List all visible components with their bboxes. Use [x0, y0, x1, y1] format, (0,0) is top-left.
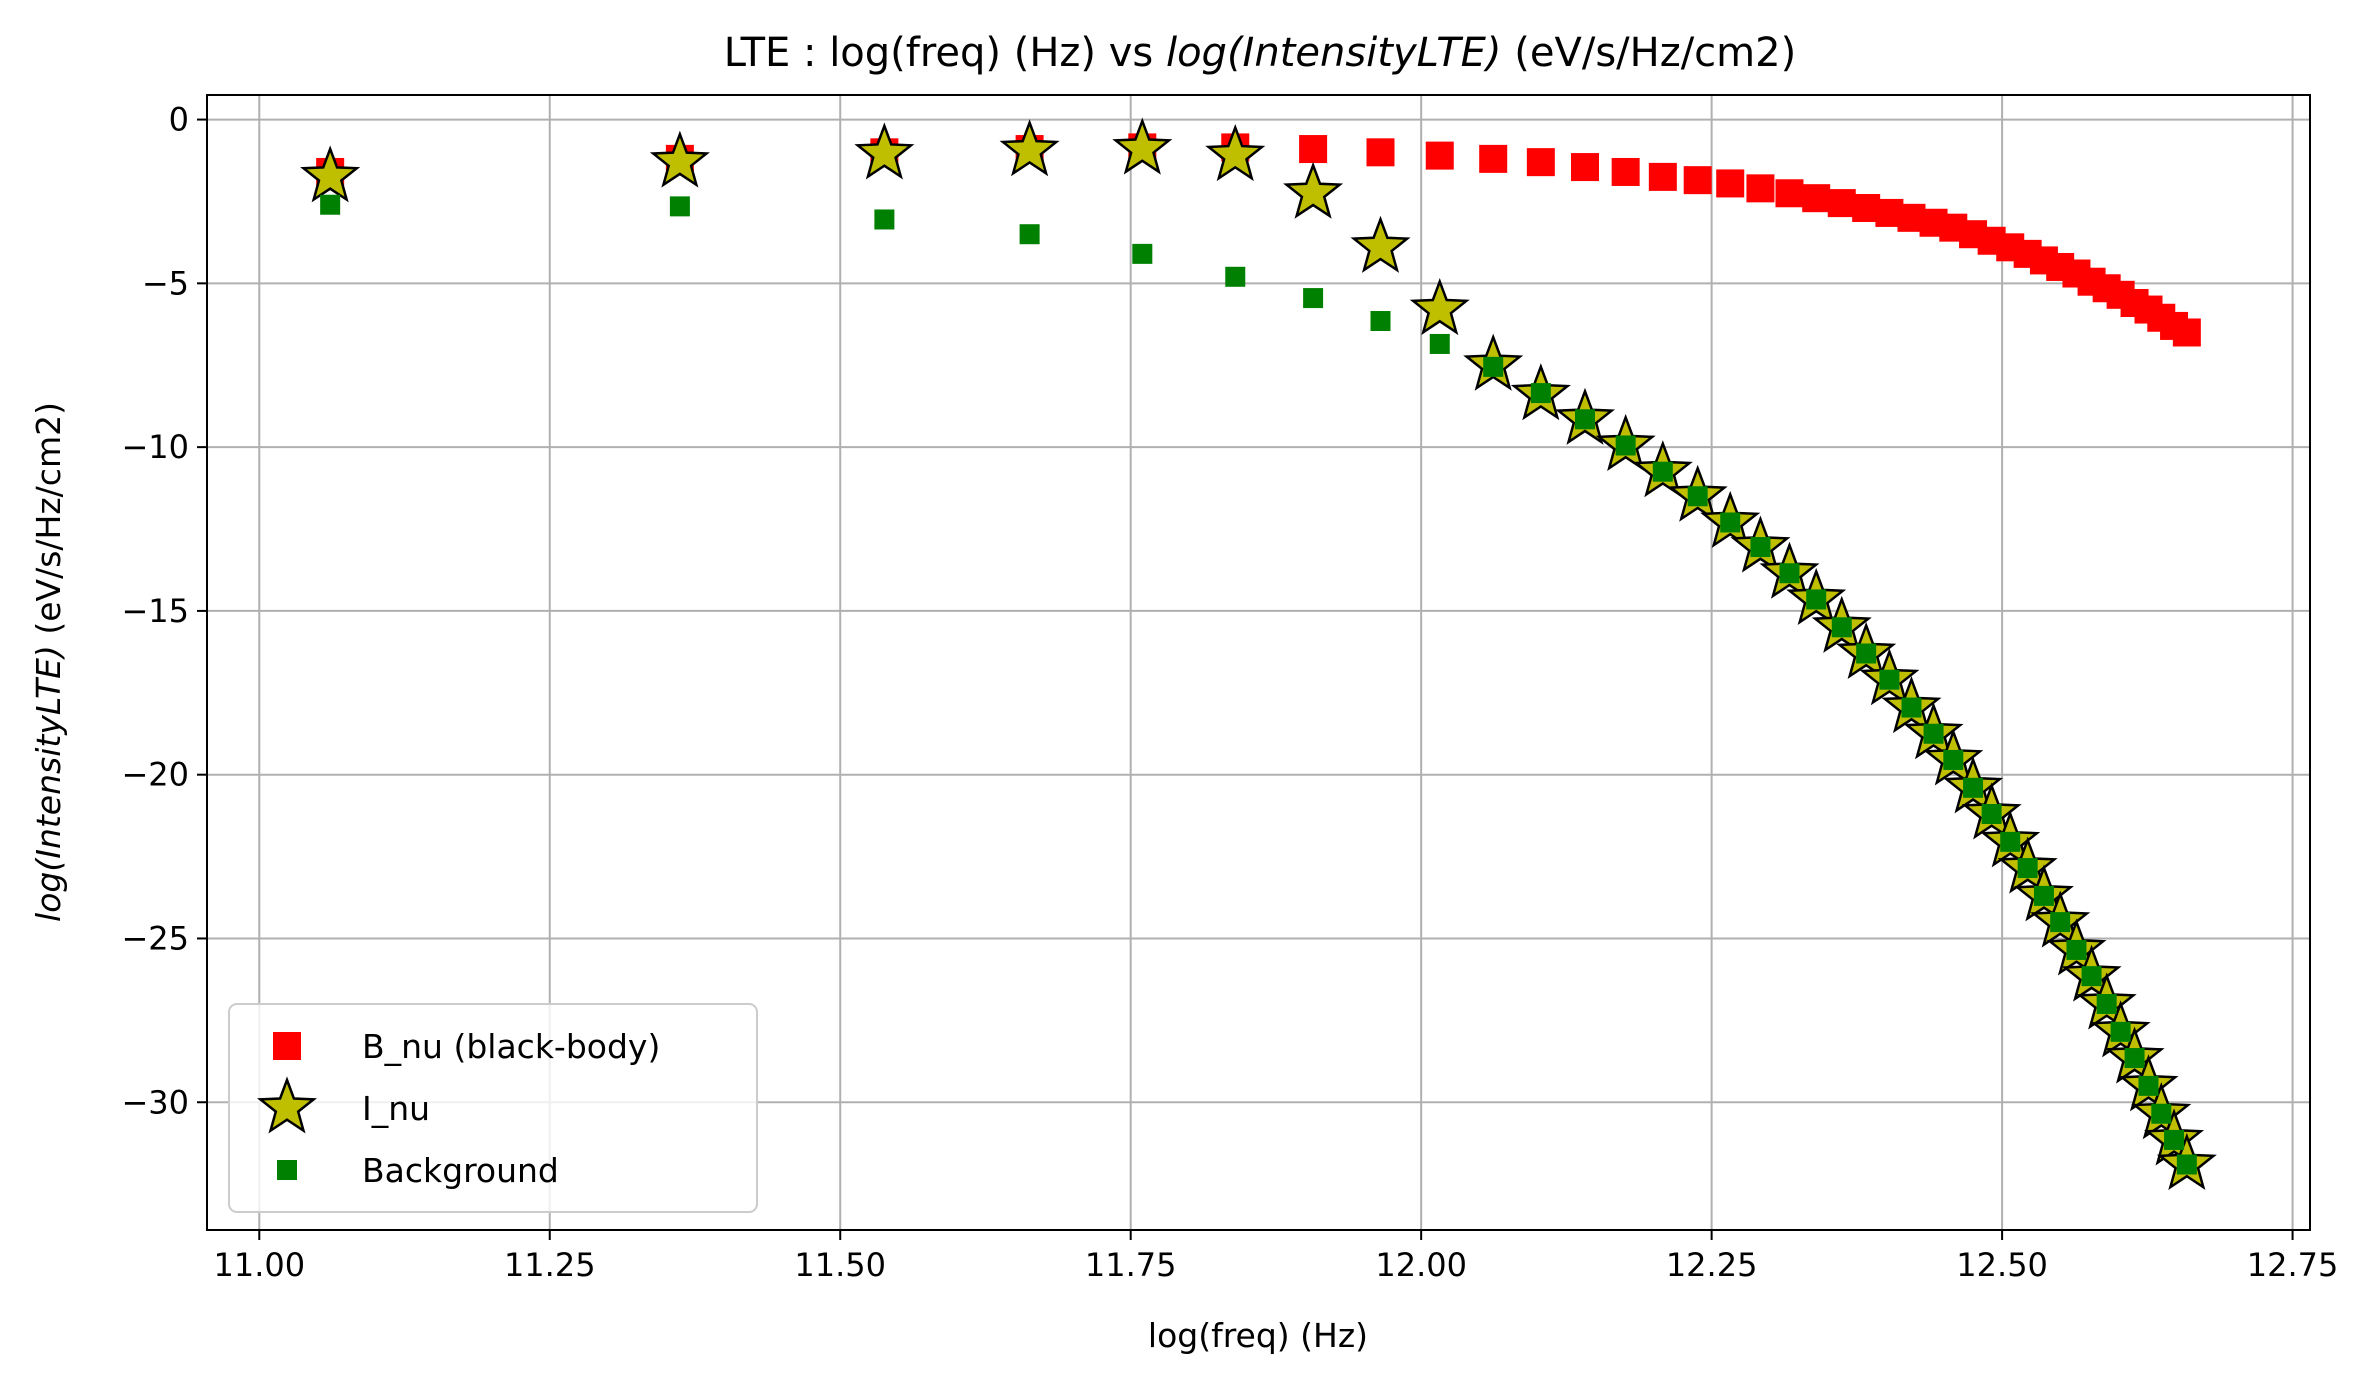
legend: B_nu (black-body) I_nu Background	[228, 1003, 758, 1213]
x-tick-label: 11.00	[213, 1246, 305, 1284]
background-point	[2110, 1021, 2131, 1042]
background-point	[1615, 435, 1636, 456]
bnu-point	[1425, 141, 1454, 170]
bnu-point	[1827, 189, 1856, 218]
x-axis-label: log(freq) (Hz)	[1148, 1316, 1368, 1355]
bnu-point	[1299, 135, 1328, 164]
axes-frame	[206, 94, 2311, 1231]
bnu-point	[2172, 318, 2201, 347]
bnu-point	[1802, 184, 1831, 213]
background-point	[2066, 939, 2087, 960]
bnu-point	[1366, 138, 1395, 167]
background-point	[1429, 333, 1450, 354]
legend-label: I_nu	[362, 1089, 430, 1128]
y-tick-label: 0	[169, 101, 189, 139]
background-point	[2124, 1048, 2145, 1069]
y-tick-label: −5	[142, 264, 189, 302]
x-axis-ticks: 11.00 11.25 11.50 11.75 12.00 12.25 12.50 12.75	[213, 1230, 2338, 1284]
background-point	[1652, 461, 1673, 482]
legend-label: Background	[362, 1151, 559, 1190]
inu-point	[1409, 277, 1470, 336]
y-tick-label: −30	[121, 1083, 189, 1121]
background-point	[669, 196, 690, 217]
x-tick-label: 11.25	[504, 1246, 596, 1284]
background-point	[2151, 1103, 2172, 1124]
x-tick-label: 12.50	[1956, 1246, 2048, 1284]
background-point	[1806, 589, 1827, 610]
background-point	[1225, 266, 1246, 287]
background-point	[2138, 1075, 2159, 1096]
background-point	[1303, 288, 1324, 309]
inu-point	[300, 145, 361, 203]
legend-marker	[277, 1160, 297, 1180]
inu-point	[1283, 161, 1344, 219]
legend-marker	[273, 1032, 301, 1060]
y-tick-label: −15	[121, 592, 189, 630]
x-tick-label: 12.00	[1375, 1246, 1467, 1284]
background-point	[1019, 224, 1040, 245]
legend-box	[228, 1003, 758, 1213]
y-tick-label: −10	[121, 428, 189, 466]
bnu-point	[1746, 174, 1775, 203]
series-3	[320, 194, 2197, 1175]
series-layer	[300, 117, 2217, 1191]
y-axis-ticks: 0 −5 −10 −15 −20 −25 −30	[121, 101, 207, 1121]
background-point	[2176, 1154, 2197, 1175]
x-tick-label: 12.25	[1666, 1246, 1758, 1284]
y-axis-label: log(IntensityLTE) (eV/s/Hz/cm2)	[29, 402, 68, 922]
bnu-point	[1479, 144, 1508, 173]
background-point	[1901, 697, 1922, 718]
background-point	[2017, 858, 2038, 879]
bnu-point	[1526, 148, 1555, 177]
bnu-point	[1716, 169, 1745, 198]
legend-label: B_nu (black-body)	[362, 1027, 660, 1066]
background-point	[2164, 1129, 2185, 1150]
background-point	[2096, 993, 2117, 1014]
background-point	[1750, 537, 1771, 558]
background-point	[1687, 486, 1708, 507]
background-point	[1831, 617, 1852, 638]
x-tick-label: 12.75	[2247, 1246, 2339, 1284]
inu-point	[649, 130, 710, 188]
background-point	[1720, 512, 1741, 533]
bnu-point	[1648, 162, 1677, 191]
background-point	[1370, 311, 1391, 332]
background-point	[1530, 383, 1551, 404]
inu-point	[854, 122, 915, 180]
chart-title: LTE : log(freq) (Hz) vs log(IntensityLTE…	[724, 30, 1796, 76]
background-point	[2081, 966, 2102, 987]
bnu-point	[1570, 153, 1599, 182]
background-point	[2033, 885, 2054, 906]
x-tick-label: 11.50	[794, 1246, 886, 1284]
inu-point	[1112, 117, 1173, 175]
background-point	[2000, 831, 2021, 852]
background-point	[1923, 723, 1944, 744]
background-point	[1879, 669, 1900, 690]
background-point	[1943, 749, 1964, 770]
background-point	[1483, 356, 1504, 377]
legend-marker	[256, 1076, 318, 1134]
background-point	[1779, 563, 1800, 584]
background-point	[1963, 777, 1984, 798]
background-point	[1981, 803, 2002, 824]
y-tick-label: −20	[121, 756, 189, 794]
background-point	[2050, 912, 2071, 933]
bnu-point	[1611, 157, 1640, 186]
y-tick-label: −25	[121, 919, 189, 957]
background-point	[1574, 409, 1595, 430]
inu-point	[1350, 215, 1411, 273]
bnu-point	[1775, 179, 1804, 208]
x-tick-label: 11.75	[1085, 1246, 1177, 1284]
inu-point	[1205, 124, 1266, 182]
background-point	[874, 209, 895, 230]
background-point	[1132, 243, 1153, 264]
bnu-point	[1683, 166, 1712, 195]
background-point	[320, 194, 341, 215]
background-point	[1856, 643, 1877, 664]
grid-lines	[207, 95, 2310, 1230]
inu-point	[999, 119, 1060, 177]
